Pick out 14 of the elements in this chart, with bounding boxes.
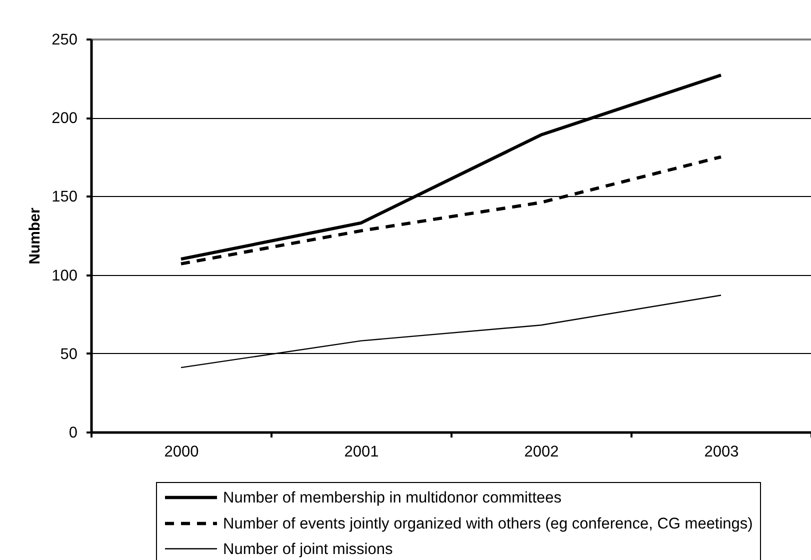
- y-tick-label: 50: [60, 346, 78, 363]
- y-tick-label: 150: [52, 188, 78, 206]
- y-tick-label: 200: [52, 110, 78, 128]
- legend-label: Number of joint missions: [223, 540, 393, 558]
- x-tick-label: 2000: [164, 444, 200, 460]
- x-tick-label: 2002: [524, 444, 559, 460]
- y-tick-label: 100: [52, 267, 78, 284]
- legend-label: Number of events jointly organized with others (eg conference, CG meetings): [223, 516, 753, 532]
- y-tick-label: 250: [52, 32, 78, 48]
- y-axis-title: Number: [26, 208, 44, 264]
- legend-label: Number of membership in multidonor committees: [223, 490, 562, 506]
- x-tick-label: 2003: [704, 444, 739, 460]
- x-tick-label: 2001: [344, 444, 379, 460]
- y-tick-label: 0: [68, 424, 78, 442]
